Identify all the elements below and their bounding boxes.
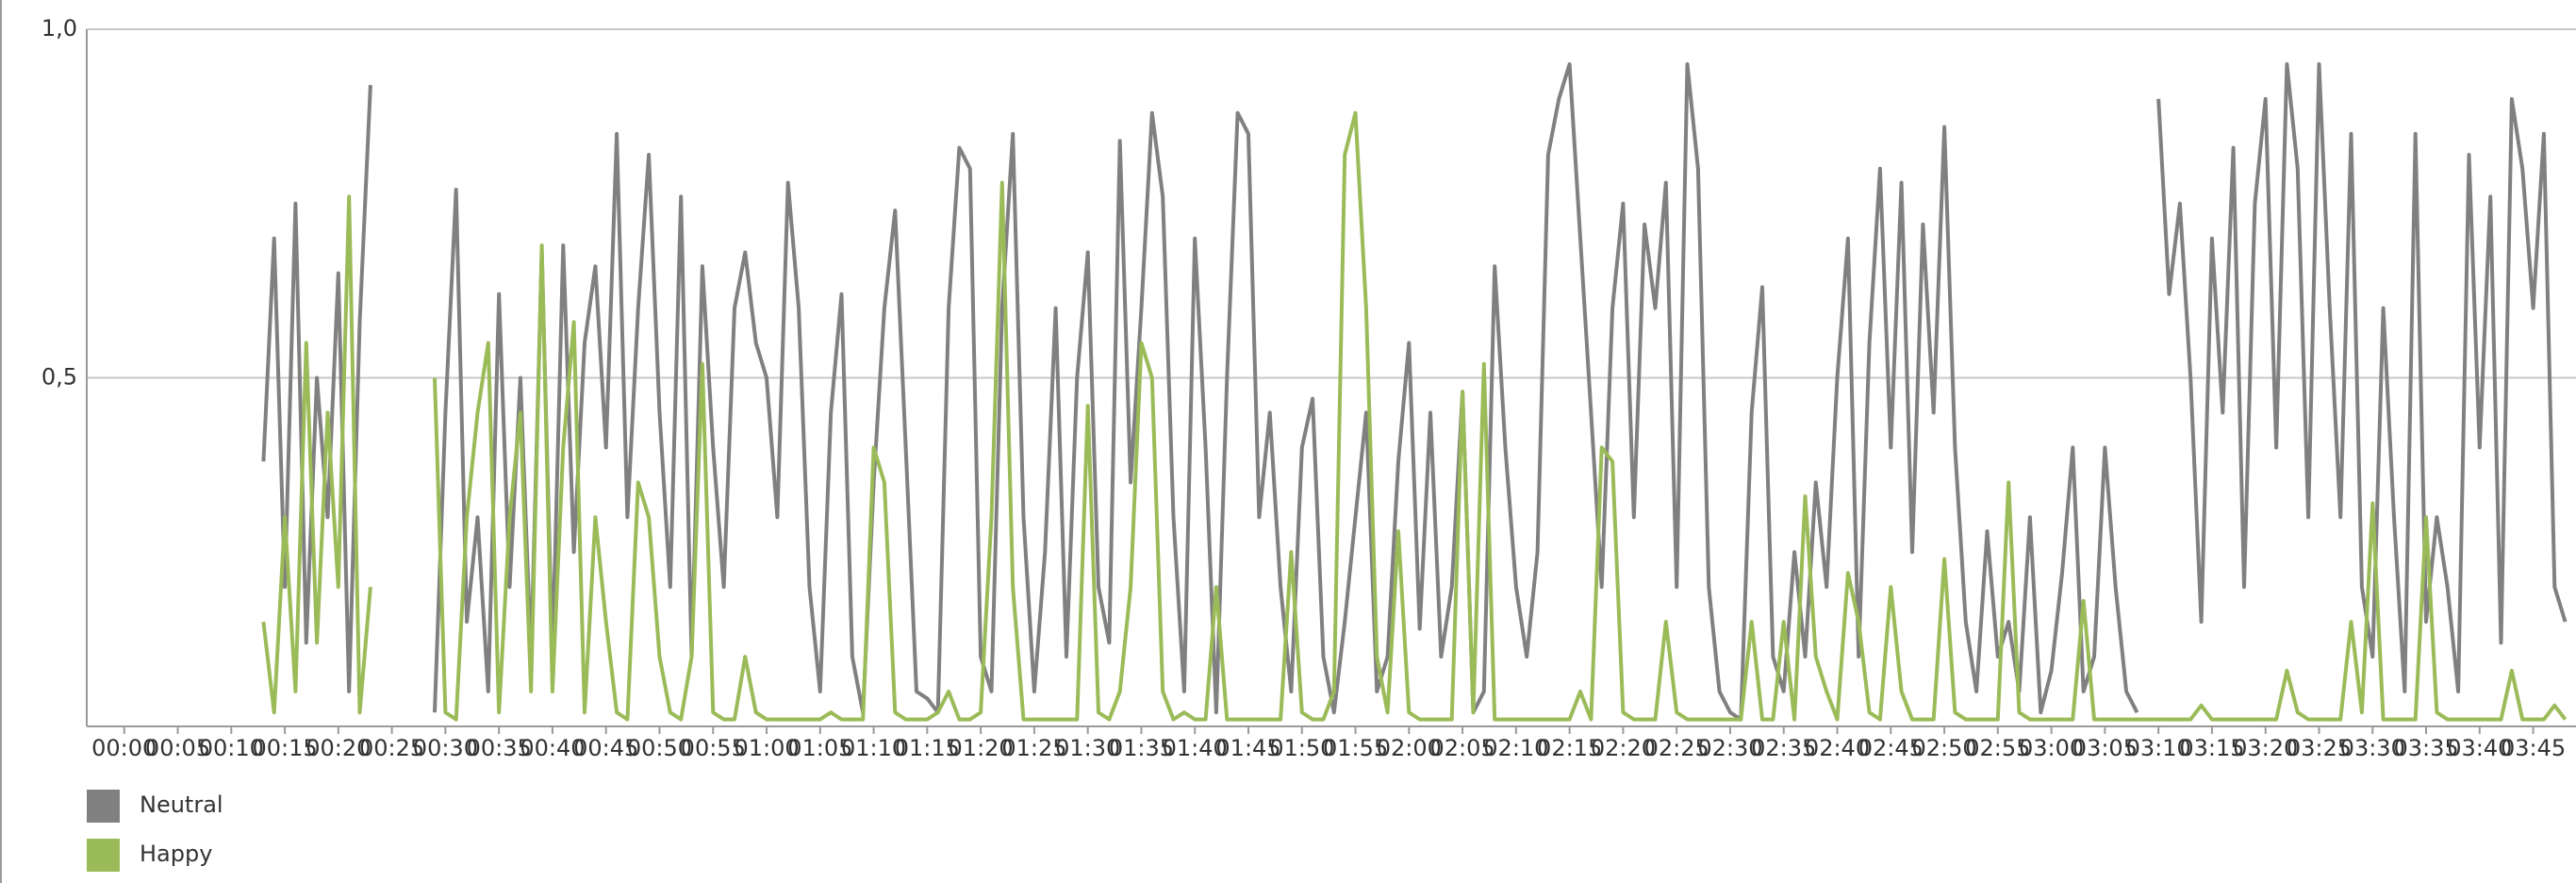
x-tick-label: 01:40 (1163, 735, 1228, 761)
x-tick-label: 02:20 (1591, 735, 1656, 761)
x-tick-label: 00:30 (413, 735, 478, 761)
x-tick-label: 01:00 (734, 735, 799, 761)
x-tick-label: 01:15 (895, 735, 960, 761)
x-tick-label: 00:50 (627, 735, 692, 761)
x-tick-label: 02:00 (1377, 735, 1442, 761)
x-tick-label: 03:25 (2287, 735, 2352, 761)
x-tick-label: 00:45 (573, 735, 638, 761)
x-tick-label: 00:05 (145, 735, 210, 761)
x-tick-label: 03:05 (2072, 735, 2138, 761)
series-line (261, 85, 372, 693)
legend-label: Happy (140, 841, 212, 867)
x-tick-label: 02:15 (1537, 735, 1602, 761)
x-tick-label: 00:35 (467, 735, 532, 761)
x-tick-label: 02:35 (1751, 735, 1816, 761)
x-tick-label: 03:15 (2179, 735, 2244, 761)
x-tick-label: 01:20 (949, 735, 1014, 761)
x-tick-label: 01:25 (1001, 735, 1066, 761)
series-line (2156, 62, 2568, 693)
y-tick-label: 0,5 (41, 364, 77, 391)
x-tick-label: 03:10 (2126, 735, 2191, 761)
x-tick-label: 01:45 (1215, 735, 1280, 761)
legend-swatch (87, 839, 120, 872)
x-tick-label: 01:55 (1323, 735, 1388, 761)
x-tick-label: 00:25 (359, 735, 424, 761)
x-tick-label: 03:45 (2501, 735, 2566, 761)
x-tick-label: 02:30 (1697, 735, 1762, 761)
legend-swatch (87, 790, 120, 823)
x-tick-label: 03:30 (2340, 735, 2405, 761)
x-tick-label: 01:05 (787, 735, 852, 761)
x-tick-label: 02:25 (1644, 735, 1709, 761)
x-tick-label: 00:55 (681, 735, 746, 761)
y-tick-label: 1,0 (41, 15, 77, 42)
x-tick-label: 02:40 (1805, 735, 1870, 761)
x-tick-label: 00:40 (520, 735, 585, 761)
series-line (433, 110, 2568, 722)
x-tick-label: 02:50 (1911, 735, 1976, 761)
x-tick-label: 01:10 (841, 735, 906, 761)
x-tick-label: 03:00 (2019, 735, 2084, 761)
x-tick-label: 00:00 (91, 735, 157, 761)
x-tick-label: 01:35 (1109, 735, 1174, 761)
x-tick-label: 02:45 (1858, 735, 1924, 761)
x-tick-label: 01:50 (1269, 735, 1334, 761)
legend-label: Neutral (140, 791, 223, 818)
x-tick-label: 02:05 (1430, 735, 1495, 761)
series-line (261, 194, 372, 715)
x-tick-label: 00:15 (252, 735, 317, 761)
x-tick-label: 03:40 (2447, 735, 2512, 761)
x-tick-label: 03:20 (2233, 735, 2298, 761)
x-tick-label: 03:35 (2393, 735, 2458, 761)
x-tick-label: 00:10 (199, 735, 264, 761)
x-tick-label: 02:55 (1965, 735, 2030, 761)
x-tick-label: 01:30 (1055, 735, 1120, 761)
x-tick-label: 02:10 (1483, 735, 1548, 761)
x-tick-label: 00:20 (305, 735, 371, 761)
